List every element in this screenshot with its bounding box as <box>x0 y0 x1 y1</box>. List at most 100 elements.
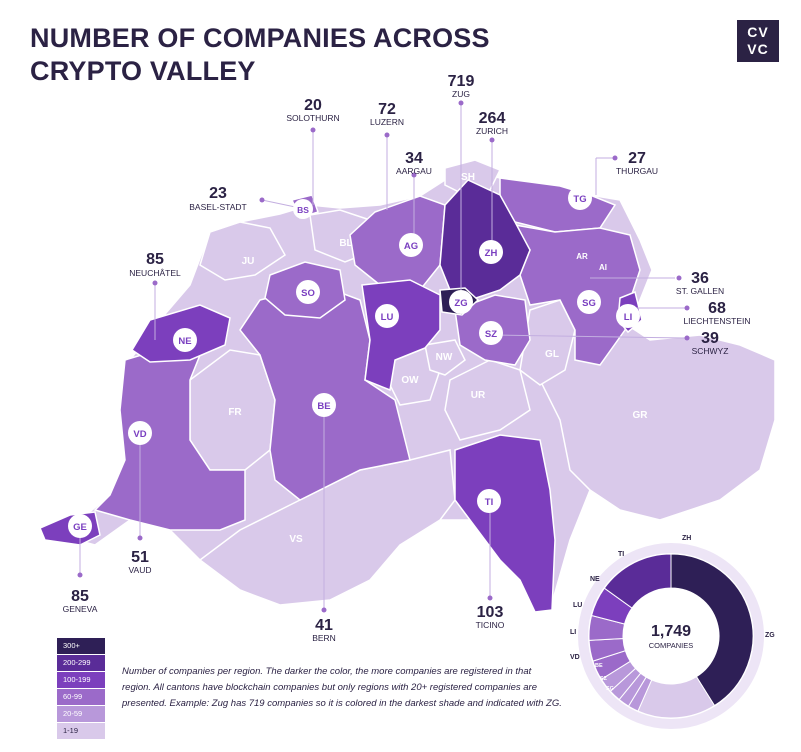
svg-text:ZH: ZH <box>485 248 498 259</box>
badge-be: BE <box>312 393 336 417</box>
legend-1: 1-19 <box>57 723 105 740</box>
page-title: NUMBER OF COMPANIES ACROSS CRYPTO VALLEY <box>30 22 490 88</box>
badge-vd: VD <box>128 421 152 445</box>
badge-li: LI <box>616 304 640 328</box>
donut-label-zg: ZG <box>765 632 775 639</box>
count-ag: 34 <box>405 150 423 167</box>
svg-text:LI: LI <box>624 312 632 323</box>
count-lu: 72 <box>378 101 396 118</box>
count-vd: 51 <box>131 549 149 566</box>
name-zg: ZUG <box>452 89 470 99</box>
color-legend: 300+ 200-299 100-199 60-99 20-59 1-19 <box>57 638 105 740</box>
svg-text:TI: TI <box>485 497 493 508</box>
count-li: 68 <box>708 300 726 317</box>
name-ti: TICINO <box>476 620 505 630</box>
badge-ge: GE <box>68 514 92 538</box>
callouts: 719 ZUG 264 ZURICH 103 TICINO 85 NEUCHÂT… <box>63 73 751 643</box>
name-ag: AARGAU <box>396 166 432 176</box>
donut-label-li: LI <box>570 629 576 636</box>
svg-text:AI: AI <box>599 263 607 272</box>
count-bs: 23 <box>209 185 227 202</box>
svg-text:BL: BL <box>339 238 352 249</box>
leader-lines <box>79 103 686 610</box>
svg-text:GR: GR <box>633 410 649 421</box>
footnote: Number of companies per region. The dark… <box>122 666 562 709</box>
name-sg: ST. GALLEN <box>676 286 724 296</box>
badge-zg: ZG <box>449 290 473 314</box>
name-vd: VAUD <box>129 565 152 575</box>
svg-text:BE: BE <box>317 401 330 412</box>
badge-ne: NE <box>173 328 197 352</box>
count-sg: 36 <box>691 270 709 287</box>
badge-sg: SG <box>577 290 601 314</box>
name-sz: SCHWYZ <box>692 346 729 356</box>
count-so: 20 <box>304 97 322 114</box>
svg-text:NW: NW <box>436 352 453 363</box>
svg-text:VS: VS <box>289 534 303 545</box>
name-li: LIECHTENSTEIN <box>683 316 750 326</box>
canton-ju <box>199 221 286 281</box>
donut-label-be: BE <box>595 663 603 669</box>
canton-ti <box>454 434 556 613</box>
title-line-2: CRYPTO VALLEY <box>30 56 256 86</box>
legend-300: 300+ <box>57 638 105 655</box>
badge-so: SO <box>296 280 320 304</box>
svg-text:BS: BS <box>297 205 309 215</box>
donut-label-sz: SZ <box>600 676 608 682</box>
svg-text:GE: GE <box>73 522 87 533</box>
donut-total: 1,749 <box>651 623 691 640</box>
donut-label-zh: ZH <box>682 535 691 542</box>
svg-text:SO: SO <box>301 288 315 299</box>
svg-text:FR: FR <box>228 407 242 418</box>
name-be: BERN <box>312 633 336 643</box>
svg-text:NE: NE <box>178 336 191 347</box>
name-bs: BASEL-STADT <box>189 202 246 212</box>
title-line-1: NUMBER OF COMPANIES ACROSS <box>30 23 490 53</box>
name-tg: THURGAU <box>616 166 658 176</box>
badge-sz: SZ <box>479 321 503 345</box>
name-ne: NEUCHÂTEL <box>129 268 181 278</box>
donut-label-sg: SG <box>606 686 614 692</box>
legend-60: 60-99 <box>57 689 105 706</box>
count-tg: 27 <box>628 150 646 167</box>
badge-bs: BS <box>293 199 313 219</box>
count-be: 41 <box>315 617 333 634</box>
svg-text:SH: SH <box>461 172 475 183</box>
donut-label-ti: TI <box>618 551 624 558</box>
cvvc-logo: CV VC <box>737 20 779 62</box>
svg-text:SG: SG <box>582 298 596 309</box>
badge-tg: TG <box>568 186 592 210</box>
svg-text:ZG: ZG <box>454 298 467 309</box>
badge-ag: AG <box>399 233 423 257</box>
count-ne: 85 <box>146 251 164 268</box>
svg-text:UR: UR <box>471 390 486 401</box>
name-zh: ZURICH <box>476 126 508 136</box>
canton-sg <box>513 223 641 366</box>
svg-text:TG: TG <box>573 194 586 205</box>
svg-text:VD: VD <box>133 429 146 440</box>
count-ti: 103 <box>477 604 504 621</box>
count-sz: 39 <box>701 330 719 347</box>
canton-zh <box>439 179 531 301</box>
canton-vd <box>93 344 246 531</box>
svg-text:GL: GL <box>545 349 559 360</box>
donut-total-label: COMPANIES <box>649 641 693 650</box>
svg-text:AR: AR <box>576 252 588 261</box>
count-zh: 264 <box>479 110 506 127</box>
legend-200: 200-299 <box>57 655 105 672</box>
count-zg: 719 <box>448 73 475 90</box>
badge-zh: ZH <box>479 240 503 264</box>
name-lu: LUZERN <box>370 117 404 127</box>
legend-100: 100-199 <box>57 672 105 689</box>
svg-text:SZ: SZ <box>485 329 497 340</box>
leader-dots <box>77 100 690 613</box>
name-so: SOLOTHURN <box>286 113 339 123</box>
name-ge: GENEVA <box>63 604 98 614</box>
badge-ti: TI <box>477 489 501 513</box>
badge-lu: LU <box>375 304 399 328</box>
donut-label-vd: VD <box>570 654 580 661</box>
donut-chart: 1,749 COMPANIES ZH TI NE LU LI VD BE SZ … <box>570 535 775 729</box>
donut-label-ne: NE <box>590 576 600 583</box>
donut-label-lu: LU <box>573 602 582 609</box>
